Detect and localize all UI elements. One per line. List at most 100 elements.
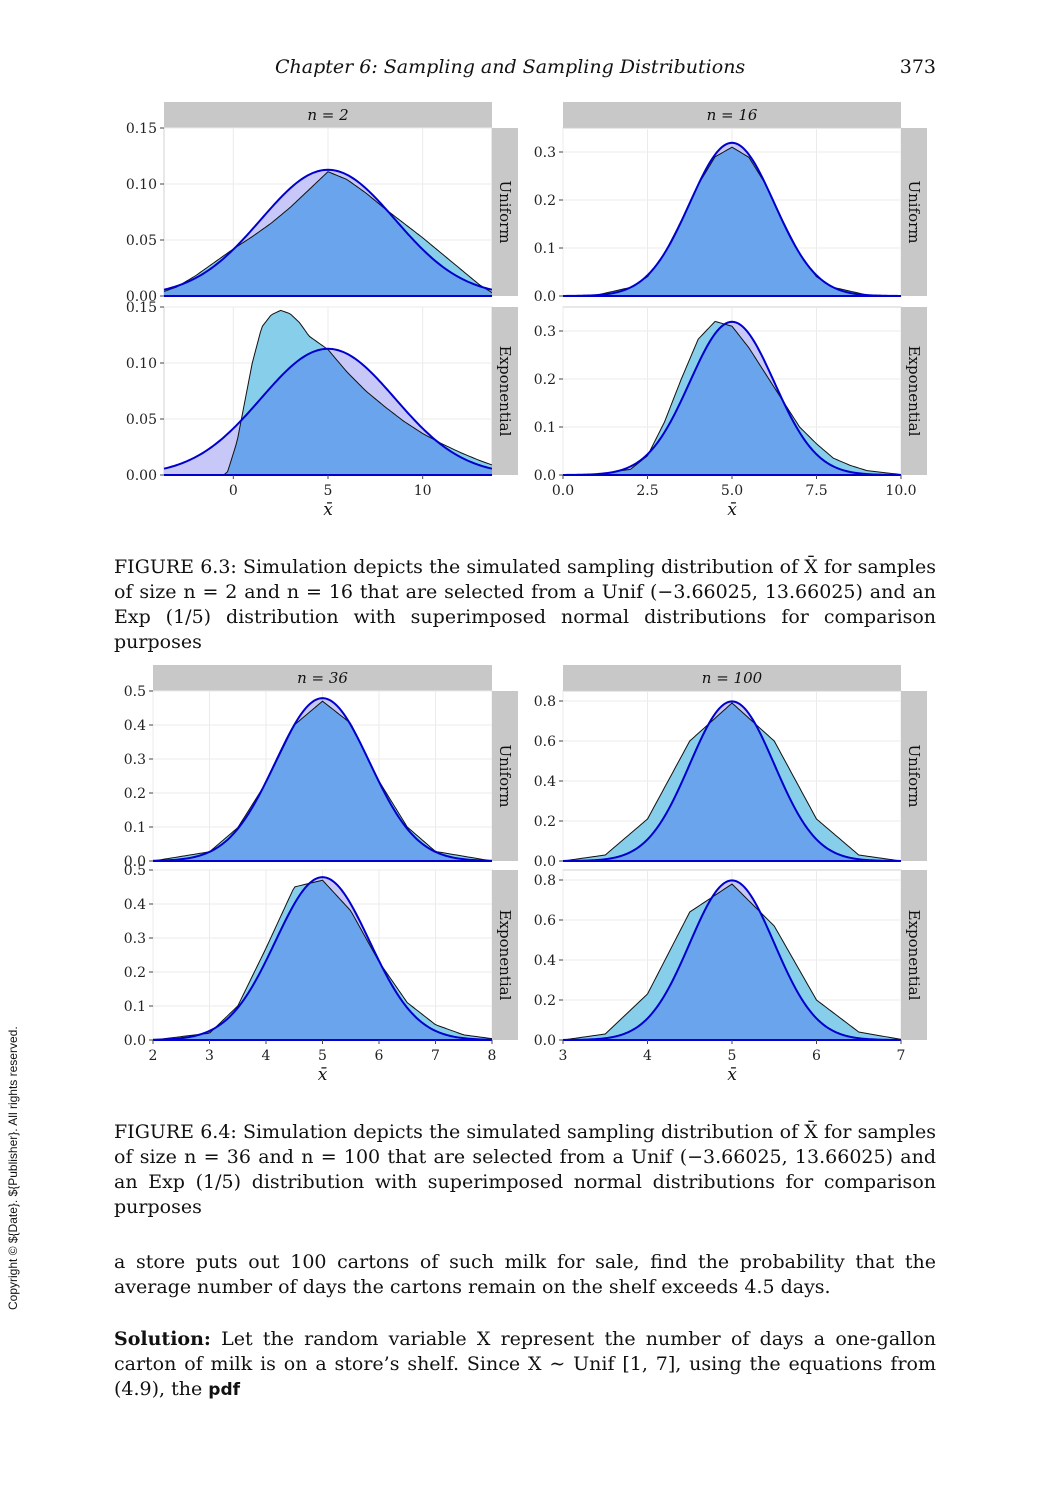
x-tick-label: 5 bbox=[318, 1048, 327, 1064]
y-tick-label: 0.2 bbox=[534, 814, 556, 830]
column-strip: n = 36 bbox=[153, 665, 492, 691]
solution-pdf-term: pdf bbox=[208, 1380, 241, 1400]
y-tick-label: 0.2 bbox=[534, 372, 556, 388]
strip-background bbox=[492, 128, 518, 296]
facet-panel: 0.0 0.1 0.2 0.3 0.4 0.5 bbox=[124, 684, 493, 870]
y-tick-label: 0.3 bbox=[124, 931, 146, 947]
y-tick-label: 0.05 bbox=[126, 412, 157, 428]
normal-density-line bbox=[163, 168, 493, 291]
running-title: Chapter 6: Sampling and Sampling Distrib… bbox=[275, 56, 746, 78]
y-tick-label: 0.3 bbox=[534, 324, 556, 340]
facet-panel: 0.0 0.1 0.2 0.3 0.4 0.5 2 3 4 5 6 7 8 x̄ bbox=[124, 863, 497, 1085]
row-label: Exponential bbox=[905, 910, 923, 1001]
y-tick-label: 0.10 bbox=[126, 177, 157, 193]
figure-6-4-caption-text: FIGURE 6.4: Simulation depicts the simul… bbox=[114, 1121, 936, 1218]
page-number: 373 bbox=[899, 56, 936, 78]
figure-6-3-caption: FIGURE 6.3: Simulation depicts the simul… bbox=[114, 555, 936, 655]
y-tick-label: 0.0 bbox=[534, 468, 556, 484]
row-strip: Exponential bbox=[901, 307, 927, 475]
row-label: Uniform bbox=[905, 744, 923, 807]
x-tick-label: 3 bbox=[559, 1048, 568, 1064]
row-label: Uniform bbox=[496, 744, 514, 807]
y-tick-label: 0.1 bbox=[124, 820, 146, 836]
facet-panel: 0.00 0.05 0.10 0.15 bbox=[126, 121, 493, 305]
y-tick-label: 0.6 bbox=[534, 734, 556, 750]
strip-background bbox=[901, 870, 927, 1040]
row-label: Uniform bbox=[496, 180, 514, 243]
y-tick-label: 0.8 bbox=[534, 694, 556, 710]
y-tick-label: 0.0 bbox=[534, 854, 556, 870]
simulated-density-line bbox=[562, 146, 902, 297]
column-header-label: n = 100 bbox=[702, 669, 763, 687]
strip-background bbox=[563, 665, 901, 691]
y-tick-label: 0.4 bbox=[124, 718, 146, 734]
x-tick-label: 8 bbox=[488, 1048, 497, 1064]
normal-density-line bbox=[562, 879, 902, 1041]
row-strip: Exponential bbox=[492, 870, 518, 1040]
y-tick-label: 0.1 bbox=[534, 241, 556, 257]
overlap-area bbox=[563, 147, 901, 296]
y-tick-label: 0.5 bbox=[124, 684, 146, 700]
facet-panel: 0.00 0.05 0.10 0.15 0 5 10 x̄ bbox=[126, 300, 493, 520]
y-tick-label: 0.10 bbox=[126, 356, 157, 372]
x-axis-label: x̄ bbox=[323, 500, 333, 520]
y-tick-label: 0.4 bbox=[534, 953, 556, 969]
column-strip: n = 2 bbox=[164, 102, 492, 128]
x-tick-label: 10 bbox=[414, 483, 432, 499]
column-header-label: n = 2 bbox=[307, 106, 348, 124]
y-tick-label: 0.4 bbox=[124, 897, 146, 913]
column-header-label: n = 36 bbox=[297, 669, 348, 687]
solution-label: Solution: bbox=[114, 1328, 211, 1350]
y-tick-label: 0.2 bbox=[534, 193, 556, 209]
figure-6-3-caption-text: FIGURE 6.3: Simulation depicts the simul… bbox=[114, 556, 936, 653]
strip-background bbox=[164, 102, 492, 128]
row-strip: Uniform bbox=[901, 128, 927, 296]
y-tick-label: 0.00 bbox=[126, 289, 157, 305]
x-tick-label: 5 bbox=[324, 483, 333, 499]
x-tick-label: 5.0 bbox=[721, 483, 743, 499]
y-tick-label: 0.3 bbox=[124, 752, 146, 768]
strip-background bbox=[492, 307, 518, 475]
x-tick-label: 0 bbox=[229, 483, 238, 499]
row-strip: Exponential bbox=[492, 307, 518, 475]
x-tick-label: 2.5 bbox=[636, 483, 658, 499]
y-tick-label: 0.0 bbox=[124, 854, 146, 870]
column-strip: n = 100 bbox=[563, 665, 901, 691]
y-tick-label: 0.15 bbox=[126, 300, 157, 316]
x-tick-label: 4 bbox=[643, 1048, 652, 1064]
row-strip: Uniform bbox=[901, 691, 927, 861]
simulated-density-line bbox=[163, 171, 493, 294]
normal-density-line bbox=[163, 347, 493, 470]
solution-paragraph: Solution: Let the random variable X repr… bbox=[114, 1327, 936, 1403]
overlap-area bbox=[153, 701, 492, 861]
strip-background bbox=[492, 870, 518, 1040]
y-tick-label: 0.3 bbox=[534, 145, 556, 161]
x-tick-label: 0.0 bbox=[552, 483, 574, 499]
y-tick-label: 0.4 bbox=[534, 774, 556, 790]
solution-text: Let the random variable X represent the … bbox=[114, 1328, 936, 1400]
row-strip: Exponential bbox=[901, 870, 927, 1040]
figure-6-4-caption: FIGURE 6.4: Simulation depicts the simul… bbox=[114, 1120, 936, 1220]
y-tick-label: 0.8 bbox=[534, 873, 556, 889]
facet-panel: 0.0 0.1 0.2 0.3 0.0 2.5 5.0 7.5 10.0 x̄ bbox=[534, 306, 917, 520]
simulated-density-line bbox=[562, 702, 902, 862]
overlap-area bbox=[153, 880, 492, 1040]
row-label: Uniform bbox=[905, 180, 923, 243]
strip-background bbox=[492, 691, 518, 861]
y-tick-label: 0.5 bbox=[124, 863, 146, 879]
facet-panel: 0.0 0.2 0.4 0.6 0.8 3 4 5 6 7 x̄ bbox=[534, 869, 905, 1085]
x-tick-label: 4 bbox=[262, 1048, 271, 1064]
strip-background bbox=[563, 102, 901, 128]
body-paragraph-text: a store puts out 100 cartons of such mil… bbox=[114, 1251, 936, 1298]
overlap-area bbox=[164, 171, 492, 296]
body-paragraph: a store puts out 100 cartons of such mil… bbox=[114, 1250, 936, 1300]
x-axis-label: x̄ bbox=[318, 1065, 328, 1085]
y-tick-label: 0.00 bbox=[126, 468, 157, 484]
x-axis-label: x̄ bbox=[727, 500, 737, 520]
overlap-area bbox=[563, 884, 901, 1040]
x-tick-label: 6 bbox=[812, 1048, 821, 1064]
x-tick-label: 6 bbox=[375, 1048, 384, 1064]
row-label: Exponential bbox=[905, 346, 923, 437]
overlap-area bbox=[563, 703, 901, 861]
y-tick-label: 0.1 bbox=[124, 999, 146, 1015]
